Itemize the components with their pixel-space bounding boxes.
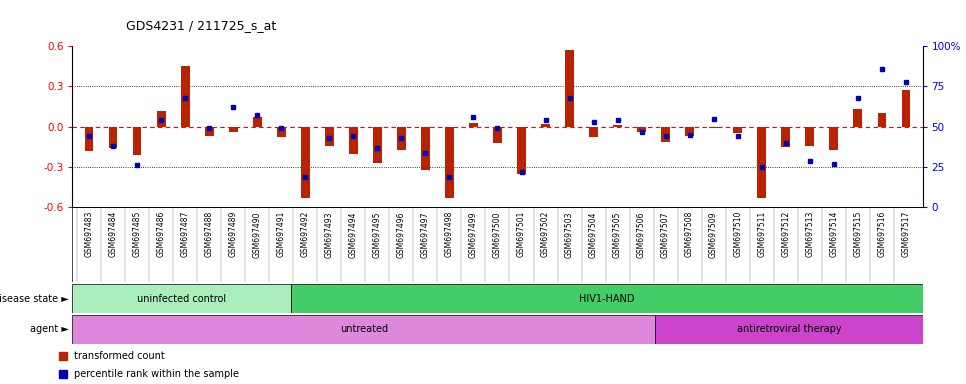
Text: disease state ►: disease state ►: [0, 293, 69, 304]
Text: GSM697485: GSM697485: [132, 211, 142, 258]
Text: transformed count: transformed count: [74, 351, 165, 361]
Text: GSM697502: GSM697502: [541, 211, 550, 258]
Bar: [655, 315, 923, 344]
Text: GSM697511: GSM697511: [757, 211, 766, 257]
Text: GSM697516: GSM697516: [877, 211, 886, 258]
Bar: [72, 315, 655, 344]
Text: GSM697513: GSM697513: [806, 211, 814, 258]
Text: GSM697491: GSM697491: [277, 211, 286, 258]
Text: HIV1-HAND: HIV1-HAND: [579, 293, 635, 304]
Text: GSM697496: GSM697496: [397, 211, 406, 258]
Bar: [326, 127, 333, 146]
Bar: [181, 66, 189, 127]
Bar: [397, 127, 406, 149]
Bar: [854, 109, 862, 127]
Text: GSM697498: GSM697498: [445, 211, 454, 258]
Bar: [291, 284, 923, 313]
Text: GSM697506: GSM697506: [637, 211, 646, 258]
Text: GSM697488: GSM697488: [205, 211, 213, 257]
Bar: [877, 113, 886, 127]
Bar: [613, 125, 622, 127]
Bar: [589, 127, 598, 137]
Bar: [469, 123, 477, 127]
Text: GSM697499: GSM697499: [469, 211, 478, 258]
Bar: [733, 127, 742, 133]
Text: GSM697490: GSM697490: [253, 211, 262, 258]
Bar: [541, 124, 550, 127]
Bar: [301, 127, 309, 198]
Text: GSM697483: GSM697483: [85, 211, 94, 258]
Text: GSM697508: GSM697508: [685, 211, 695, 258]
Bar: [709, 127, 718, 128]
Text: GSM697486: GSM697486: [156, 211, 166, 258]
Bar: [373, 127, 382, 163]
Bar: [205, 127, 213, 136]
Bar: [901, 90, 910, 127]
Bar: [830, 127, 838, 149]
Bar: [253, 117, 262, 127]
Text: GSM697504: GSM697504: [589, 211, 598, 258]
Text: GSM697494: GSM697494: [349, 211, 358, 258]
Text: GSM697493: GSM697493: [325, 211, 334, 258]
Bar: [806, 127, 814, 146]
Text: agent ►: agent ►: [30, 324, 69, 334]
Bar: [518, 127, 526, 174]
Bar: [686, 127, 694, 136]
Bar: [757, 127, 766, 198]
Bar: [85, 127, 94, 151]
Bar: [494, 127, 501, 143]
Text: untreated: untreated: [340, 324, 388, 334]
Bar: [229, 127, 238, 132]
Bar: [349, 127, 357, 154]
Bar: [445, 127, 454, 198]
Bar: [565, 50, 574, 127]
Bar: [781, 127, 790, 147]
Text: GSM697517: GSM697517: [901, 211, 910, 258]
Text: GSM697489: GSM697489: [229, 211, 238, 258]
Text: GSM697497: GSM697497: [421, 211, 430, 258]
Bar: [421, 127, 430, 170]
Text: GSM697507: GSM697507: [661, 211, 670, 258]
Text: GSM697515: GSM697515: [853, 211, 863, 258]
Bar: [277, 127, 286, 137]
Text: GSM697484: GSM697484: [109, 211, 118, 258]
Bar: [638, 127, 646, 132]
Bar: [72, 284, 291, 313]
Text: GSM697492: GSM697492: [300, 211, 310, 258]
Text: GSM697487: GSM697487: [181, 211, 189, 258]
Text: GSM697512: GSM697512: [781, 211, 790, 257]
Text: GSM697503: GSM697503: [565, 211, 574, 258]
Text: GSM697510: GSM697510: [733, 211, 742, 258]
Bar: [133, 127, 141, 155]
Bar: [157, 111, 165, 127]
Text: antiretroviral therapy: antiretroviral therapy: [737, 324, 841, 334]
Bar: [662, 127, 669, 141]
Text: GSM697509: GSM697509: [709, 211, 718, 258]
Text: GSM697505: GSM697505: [613, 211, 622, 258]
Text: GSM697514: GSM697514: [829, 211, 838, 258]
Bar: [109, 127, 118, 148]
Text: percentile rank within the sample: percentile rank within the sample: [74, 369, 240, 379]
Text: GDS4231 / 211725_s_at: GDS4231 / 211725_s_at: [126, 19, 276, 32]
Text: uninfected control: uninfected control: [137, 293, 226, 304]
Text: GSM697495: GSM697495: [373, 211, 382, 258]
Text: GSM697500: GSM697500: [493, 211, 502, 258]
Text: GSM697501: GSM697501: [517, 211, 526, 258]
